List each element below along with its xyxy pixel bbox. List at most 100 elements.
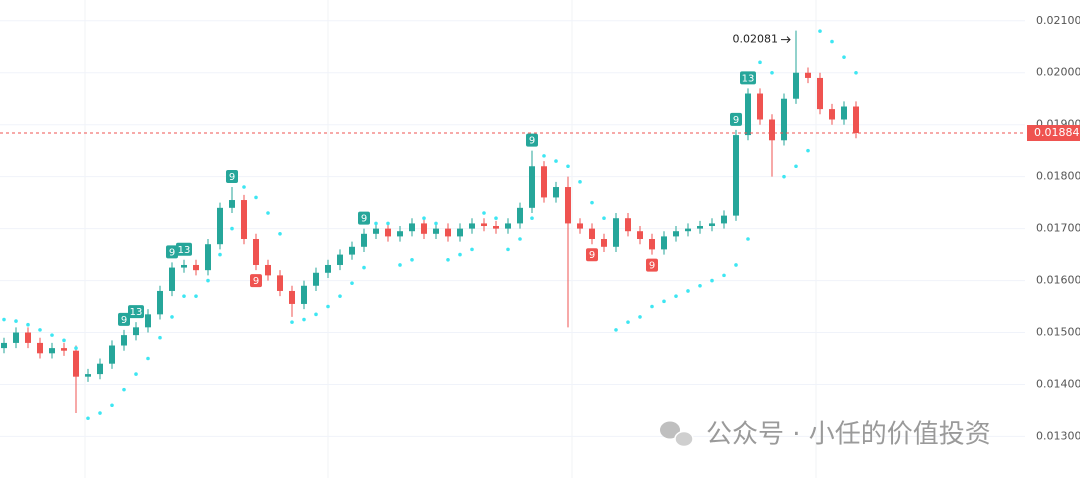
td-count: 9 [589,250,595,261]
td-count: 9 [361,214,367,225]
candle-body [517,207,523,224]
candle-body [817,77,823,110]
td-count-box [166,245,178,259]
candle-body [589,228,595,239]
sar-dot [830,39,834,44]
sar-dot [266,211,270,215]
candle-body [853,106,859,134]
candle-body [37,342,43,354]
candle-body [529,166,535,208]
sar-dot [290,320,294,324]
sar-dot [314,312,318,317]
td-count: 13 [130,307,143,318]
sar-dot [734,263,738,267]
candle-body [229,200,235,208]
candle-body [721,215,727,224]
td-count-box [646,258,658,272]
td-count-box [226,170,238,184]
sar-dot [434,221,438,226]
candle-body [61,348,67,351]
sar-dot [206,278,210,283]
candle-body [397,231,403,237]
candle-body [169,267,175,291]
td-count: 9 [529,136,535,147]
sar-dot [482,211,486,215]
sar-dot [542,154,546,158]
sar-dot [710,278,714,283]
td-count: 13 [178,245,191,256]
candle-body [481,223,487,227]
sar-dot [494,216,498,221]
sar-dot [362,265,366,270]
candle-body [469,223,475,229]
candle-body [421,223,427,234]
sar-dot [554,159,558,163]
sar-dot [386,221,390,226]
candle-body [241,200,247,239]
candle-body [781,98,787,141]
sar-dot [302,317,306,322]
candle-body [109,345,115,364]
sar-dot [74,346,78,350]
y-tick-label: 0.01300 [1036,429,1080,442]
time-grid [84,0,817,478]
sar-dot [230,226,234,231]
sar-dot [842,55,846,59]
candle-body [433,228,439,234]
td-count-box [740,71,756,85]
candle-body [613,218,619,247]
td-count: 9 [733,115,739,126]
candle-body [49,348,55,354]
td-count-box [730,112,742,126]
td-count: 9 [253,276,259,287]
sar-dot [782,174,786,179]
candle-body [373,228,379,234]
td-count: 9 [229,172,235,183]
candle-body [601,239,607,247]
candle-body [349,246,355,255]
candle-body [385,228,391,237]
candle-body [685,228,691,232]
sar-dot [38,328,42,332]
sar-dot [686,289,690,293]
sar-dot [182,294,186,298]
sar-dot [470,247,474,252]
sar-dot [746,237,750,241]
sar-dot [506,247,510,252]
candle-body [661,236,667,250]
candle-body [121,335,127,346]
candle-body [133,327,139,336]
candle-body [769,119,775,141]
candle-body [193,264,199,271]
sar-dot [194,294,198,298]
candle-body [145,314,151,328]
sar-dot [374,221,378,226]
candle-body [745,93,751,136]
candle-body [409,223,415,232]
candle-body [13,332,19,343]
candle-body [313,272,319,286]
sar-dot [350,281,354,285]
y-tick-label: 0.01600 [1036,274,1080,287]
y-tick-label: 0.01500 [1036,326,1080,339]
candle-body [505,223,511,229]
candle-body [841,106,847,120]
y-tick-label: 0.02000 [1036,66,1080,79]
plot: 0.01300 0.01400 0.01500 0.01600 0.01700 0.018… [0,14,1080,442]
td-count: 9 [169,247,175,258]
candle-body [97,363,103,375]
icon-bubble [674,430,694,448]
sar-dot [2,317,6,322]
sar-dot [530,216,534,221]
candle-body [289,290,295,304]
sar-dot [254,195,258,200]
candle-body [625,218,631,232]
td-count-box [250,274,262,288]
max-label: 0.02081 [733,33,779,46]
candle-body [85,374,91,377]
candle-body [445,228,451,237]
candle-body [217,207,223,245]
sar-dot [794,164,798,169]
